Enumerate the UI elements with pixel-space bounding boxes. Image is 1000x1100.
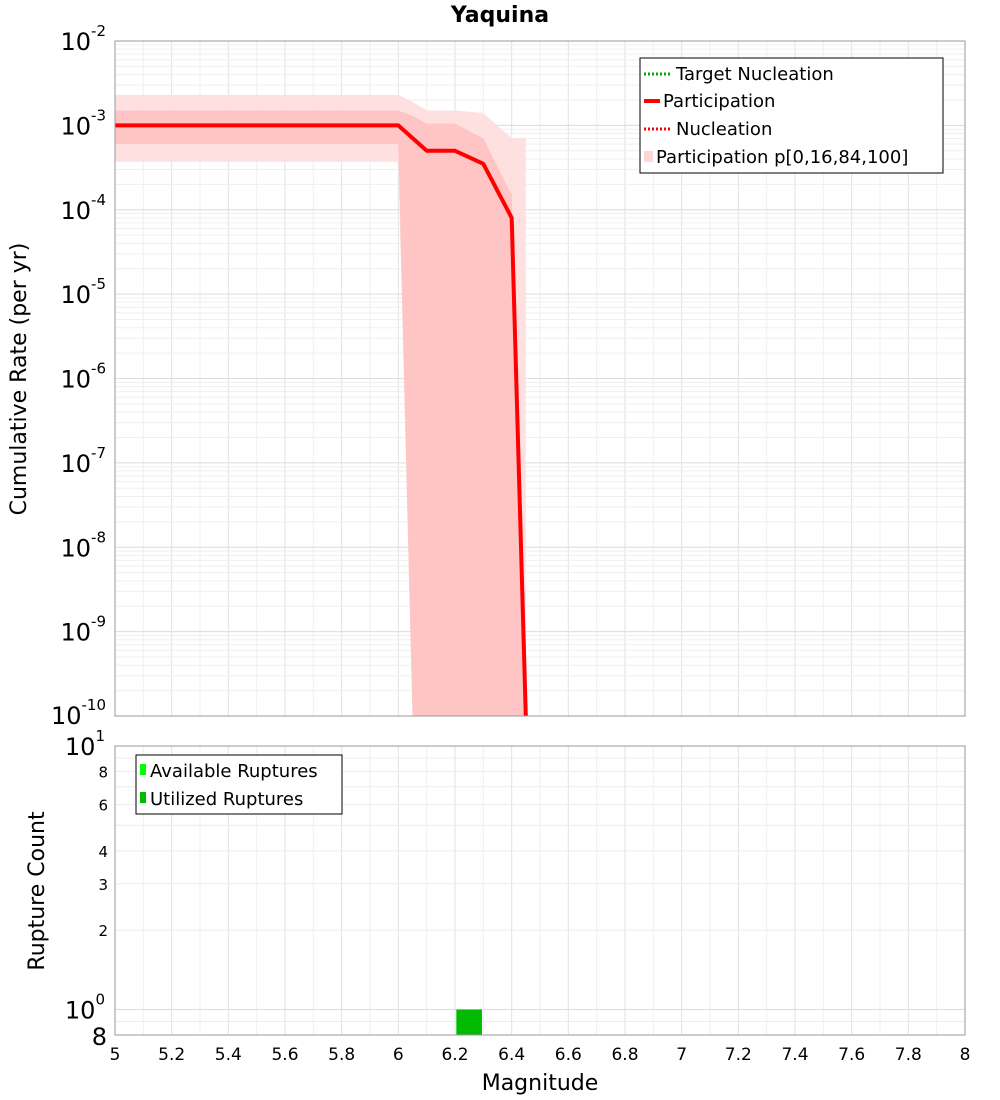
band-p16-p84 [115,110,526,716]
legend-available-label: Available Ruptures [150,761,318,782]
rate-y-tick-label: 10-7 [60,444,106,478]
x-tick-label: 7.4 [781,1045,808,1065]
count-y-tick-label: 2 [98,922,108,940]
rate-plot-bands [115,94,526,716]
legend-participation-label: Participation [663,91,775,112]
legend-nucleation-label: Nucleation [676,119,772,140]
count-y-tick-label: 6 [98,796,108,814]
chart-title: Yaquina [450,3,549,28]
x-tick-label: 6.8 [611,1045,638,1065]
rate-y-tick-label: 10-4 [60,191,106,225]
x-tick-label: 6.2 [441,1045,468,1065]
x-tick-label: 6.4 [498,1045,525,1065]
count-plot-legend: Available Ruptures Utilized Ruptures [135,754,343,815]
count-plot-frame [114,745,966,1036]
rate-plot-y-label: Cumulative Rate (per yr) [7,243,32,516]
rate-plot-legend-box [639,57,944,174]
x-tick-label: 6.6 [555,1045,582,1065]
legend-utilized-label: Utilized Ruptures [150,789,303,810]
x-tick-label: 7.6 [838,1045,865,1065]
count-y-tick-label: 3 [98,876,108,894]
count-y-tick-label: 8 [92,1023,107,1051]
x-tick-label: 5.8 [328,1045,355,1065]
series-line-nucleation [115,124,527,717]
rate-plot-lines [115,123,528,717]
count-plot-y-label: Rupture Count [25,811,50,971]
count-y-tick-label: 100 [65,990,105,1024]
legend-utilized-swatch [140,792,146,803]
count-y-tick-label: 101 [65,727,105,761]
count-y-tick-label: 4 [98,843,108,861]
rate-plot-y-ticks: 10-2 10-3 10-4 10-5 10-6 10-7 10-8 10-9 10-10 [51,22,106,730]
x-tick-label: 7.8 [895,1045,922,1065]
x-tick-label: 5.6 [271,1045,298,1065]
count-plot-x-ticks: 5 5.2 5.4 5.6 5.8 6 6.2 6.4 6.6 6.8 7 7.2 7.4 7.6 7.8 8 [110,1045,971,1065]
rate-y-tick-label: 10-8 [60,528,106,562]
x-axis-label: Magnitude [482,1071,599,1096]
x-tick-label: 5.4 [215,1045,242,1065]
rate-y-tick-label: 10-3 [60,106,106,140]
count-plot-legend-box [135,754,343,815]
legend-participation-band-label: Participation p[0,16,84,100] [656,147,908,168]
x-tick-label: 8 [960,1045,971,1065]
x-tick-label: 5 [110,1045,121,1065]
rate-plot-legend: Target Nucleation Participation Nucleati… [639,57,944,174]
rate-plot: 10-2 10-3 10-4 10-5 10-6 10-7 10-8 10-9 10-10 Cu… [7,22,966,730]
x-tick-label: 7.2 [725,1045,752,1065]
x-tick-label: 5.2 [158,1045,185,1065]
rate-y-tick-label: 10-5 [60,275,106,309]
rate-y-tick-label: 10-10 [51,696,106,730]
x-tick-label: 7 [676,1045,687,1065]
bar-utilized-ruptures [456,1009,482,1035]
rate-y-tick-label: 10-9 [60,613,106,647]
count-y-tick-label: 8 [98,764,108,782]
rate-y-tick-label: 10-6 [60,360,106,394]
x-tick-label: 6 [393,1045,404,1065]
legend-participation-band-swatch [644,151,653,162]
rate-y-tick-label: 10-2 [60,22,106,56]
legend-available-swatch [140,764,146,775]
rate-plot-frame [114,40,966,717]
legend-target-nucleation-label: Target Nucleation [675,64,834,85]
count-plot-bars [456,1009,482,1035]
